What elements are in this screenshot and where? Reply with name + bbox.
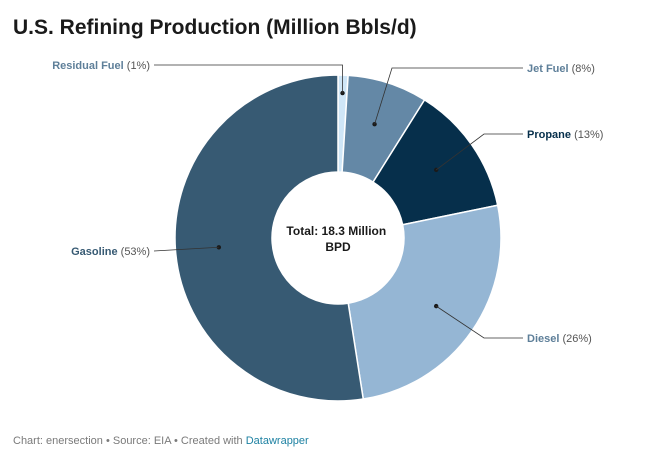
- label-name: Residual Fuel: [52, 60, 124, 72]
- footer-separator: •: [170, 435, 181, 447]
- leader-line: [154, 64, 343, 94]
- footer-credit: Chart: enersection: [13, 435, 103, 447]
- label-residual-fuel: Residual Fuel (1%): [52, 60, 150, 72]
- center-label-line-1: Total: 18.3 Million: [286, 224, 386, 238]
- label-percent: (13%): [571, 129, 603, 141]
- leader-line: [153, 246, 219, 252]
- slice-dot: [340, 90, 345, 96]
- slice-propane: [372, 98, 499, 226]
- datawrapper-link[interactable]: Datawrapper: [245, 435, 309, 447]
- slice-labels: Residual Fuel (1%) Jet Fuel (8%) Propane (…: [52, 60, 603, 345]
- footer-source: Source: EIA: [112, 435, 171, 447]
- footer-created-with: Created with: [180, 435, 246, 447]
- leader-lines: [153, 64, 523, 339]
- label-percent: (53%): [118, 246, 150, 258]
- footer-separator: •: [102, 435, 113, 447]
- label-jet-fuel: Jet Fuel (8%): [527, 63, 595, 75]
- slice-diesel: [347, 204, 502, 400]
- slice-gasoline: [174, 74, 365, 402]
- center-label: Total: 18.3 Million BPD: [286, 224, 389, 254]
- label-percent: (8%): [569, 63, 595, 75]
- donut-slices: [174, 74, 502, 402]
- leader-line: [435, 305, 523, 339]
- center-label-line-2: BPD: [325, 240, 351, 254]
- label-percent: (1%): [124, 60, 150, 72]
- label-name: Propane: [527, 129, 571, 141]
- chart-footer: Chart: enersection • Source: EIA • Creat…: [13, 435, 309, 447]
- leader-line: [374, 67, 523, 125]
- slice-dot: [433, 303, 439, 309]
- label-diesel: Diesel (26%): [527, 333, 592, 345]
- label-name: Diesel: [527, 333, 559, 345]
- label-gasoline: Gasoline (53%): [71, 246, 150, 258]
- label-name: Jet Fuel: [527, 63, 569, 75]
- leader-line: [435, 133, 523, 171]
- label-name: Gasoline: [71, 246, 117, 258]
- chart-title: U.S. Refining Production (Million Bbls/d…: [13, 16, 417, 39]
- label-propane: Propane (13%): [527, 129, 603, 141]
- label-percent: (26%): [559, 333, 591, 345]
